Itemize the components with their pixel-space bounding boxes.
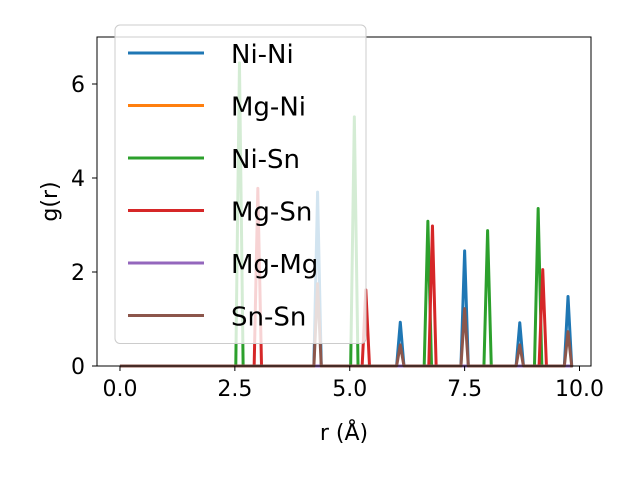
legend-box xyxy=(114,24,367,344)
legend-label: Mg-Mg xyxy=(231,250,318,280)
legend-label: Mg-Ni xyxy=(231,93,306,123)
y-tick-label: 4 xyxy=(71,167,85,192)
x-tick-label: 5.0 xyxy=(332,377,367,402)
legend: Ni-Ni Mg-Ni Ni-Sn Mg-Sn Mg-Mg Sn-Sn xyxy=(114,24,367,344)
x-tick-label: 10.0 xyxy=(555,377,604,402)
y-axis-title: g(r) xyxy=(38,181,63,221)
y-tick-label: 0 xyxy=(71,355,85,380)
y-tick-label: 6 xyxy=(71,73,85,98)
x-tick-label: 7.5 xyxy=(447,377,482,402)
x-axis-ticks: 0.0 2.5 5.0 7.5 10.0 xyxy=(102,366,604,402)
legend-label: Mg-Sn xyxy=(231,198,312,228)
x-tick-label: 2.5 xyxy=(217,377,252,402)
x-axis-title: r (Å) xyxy=(320,419,368,446)
legend-label: Ni-Ni xyxy=(231,40,294,70)
legend-label: Ni-Sn xyxy=(231,145,300,175)
x-tick-label: 0.0 xyxy=(102,377,137,402)
y-axis-ticks: 0 2 4 6 xyxy=(71,73,97,380)
y-tick-label: 2 xyxy=(71,261,85,286)
legend-label: Sn-Sn xyxy=(231,303,306,333)
